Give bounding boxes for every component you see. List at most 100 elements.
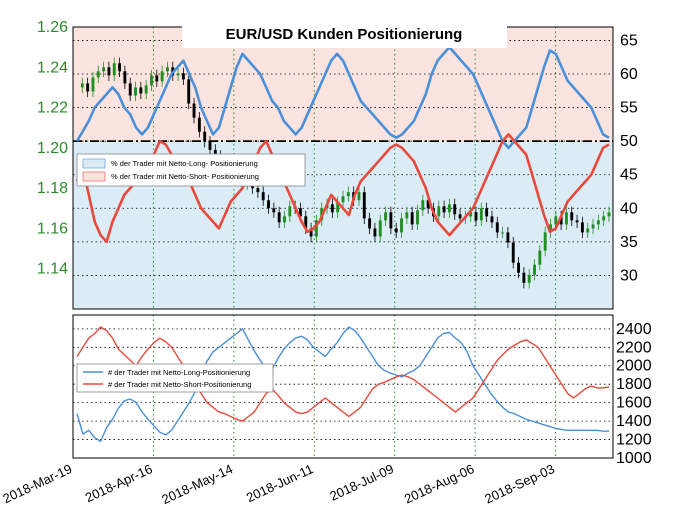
candle-body-24	[203, 131, 207, 142]
y-left-tick-3: 1.20	[37, 140, 68, 157]
bottom-legend-box	[76, 363, 274, 393]
candle-body-58	[384, 212, 388, 221]
candle-body-100	[607, 212, 611, 217]
candle-body-93	[570, 212, 574, 221]
candle-body-90	[554, 216, 558, 225]
x-tick-5: 2018-Aug-06	[402, 461, 476, 506]
candle-body-61	[400, 218, 403, 233]
y-left-tick-0: 1.26	[37, 19, 68, 36]
candle-body-98	[596, 220, 600, 225]
candle-body-74	[469, 212, 473, 217]
candle-body-77	[485, 208, 489, 217]
candle-body-88	[543, 232, 547, 251]
candle-body-7	[112, 63, 116, 76]
candle-body-97	[591, 224, 595, 229]
y-left-tick-4: 1.18	[37, 180, 68, 197]
candle-body-87	[538, 250, 542, 265]
y-left-tick-6: 1.14	[37, 261, 68, 278]
y-bottom-tick-0: 2400	[616, 321, 652, 338]
y-right-tick-6: 35	[620, 234, 638, 251]
candle-body-78	[490, 216, 494, 223]
bottom-legend: # der Trader mit Netto-Long-Positionieru…	[76, 363, 274, 393]
candle-body-72	[458, 214, 462, 219]
candle-body-8	[118, 63, 122, 72]
legend-label-long-count: # der Trader mit Netto-Long-Positionieru…	[108, 368, 250, 377]
candle-body-14	[150, 75, 153, 86]
long-count-line	[76, 326, 609, 443]
candle-body-54	[362, 192, 366, 219]
candle-body-12	[139, 87, 143, 94]
candle-body-17	[165, 67, 169, 72]
y-bottom-tick-2: 2000	[616, 358, 652, 375]
candle-body-25	[208, 141, 212, 150]
candle-body-6	[107, 67, 111, 76]
candle-body-23	[197, 117, 201, 132]
candle-body-48	[330, 204, 334, 213]
candle-body-59	[389, 212, 393, 229]
y-bottom-tick-1: 2200	[616, 339, 652, 356]
candle-body-40	[288, 206, 292, 217]
candle-body-45	[314, 220, 318, 237]
candle-body-37	[272, 208, 276, 213]
y-bottom-tick-5: 1400	[616, 413, 652, 430]
candle-body-53	[357, 192, 361, 201]
y-bottom-tick-6: 1200	[616, 432, 652, 449]
percentage-series	[75, 45, 610, 244]
candle-body-60	[394, 228, 398, 233]
bottom-panel-frame	[72, 314, 614, 459]
candle-body-56	[373, 228, 377, 237]
legend-swatch-long-pct	[82, 158, 106, 169]
candle-body-13	[144, 85, 148, 94]
candle-body-83	[517, 262, 521, 273]
candle-body-69	[442, 206, 446, 213]
candle-body-70	[447, 204, 451, 213]
candle-body-96	[586, 228, 590, 233]
top-legend: % der Trader mit Netto-Long- Positionier…	[76, 153, 306, 187]
candle-body-85	[527, 274, 531, 283]
candle-body-62	[405, 212, 409, 219]
x-tick-3: 2018-Jun-11	[244, 461, 316, 505]
candle-body-91	[559, 216, 563, 225]
y-left-tick-2: 1.22	[37, 100, 68, 117]
candle-body-84	[522, 272, 526, 283]
candle-body-19	[176, 73, 180, 76]
legend-label-long-pct: % der Trader mit Netto-Long- Positionier…	[111, 159, 258, 168]
candle-body-81	[506, 232, 510, 243]
candle-body-89	[549, 224, 552, 233]
candle-body-22	[192, 103, 196, 118]
candle-body-5	[102, 67, 106, 72]
candle-body-2	[86, 83, 90, 92]
top-legend-box	[76, 153, 306, 187]
candle-body-64	[416, 210, 419, 225]
candle-body-50	[341, 196, 345, 203]
candle-body-1	[80, 83, 84, 88]
candle-body-49	[336, 202, 340, 213]
x-tick-0: 2018-Mar-19	[0, 461, 74, 506]
candlesticks	[80, 57, 611, 289]
legend-swatch-short-pct	[82, 171, 106, 182]
candle-body-79	[495, 222, 499, 233]
candle-body-3	[91, 77, 95, 92]
y-right-tick-7: 30	[620, 267, 638, 284]
candle-body-57	[378, 220, 382, 237]
candle-body-95	[580, 222, 584, 233]
short-pct-line	[75, 133, 610, 244]
candle-body-9	[123, 71, 127, 84]
candle-body-15	[155, 75, 159, 82]
y-right-tick-0: 65	[620, 32, 638, 49]
candle-body-76	[479, 208, 483, 221]
y-bottom-tick-3: 1800	[616, 376, 652, 393]
short-count-line	[76, 326, 610, 422]
candle-body-38	[277, 212, 281, 223]
candle-body-65	[421, 200, 425, 211]
candle-body-44	[309, 228, 313, 237]
y-right-tick-3: 50	[620, 133, 638, 150]
y-left-tick-5: 1.16	[37, 220, 68, 237]
candle-body-75	[474, 212, 478, 221]
candle-body-55	[368, 218, 372, 229]
candle-body-94	[575, 220, 579, 223]
x-tick-2: 2018-May-14	[159, 461, 235, 507]
candle-body-42	[298, 208, 302, 217]
candle-body-26	[213, 149, 217, 156]
